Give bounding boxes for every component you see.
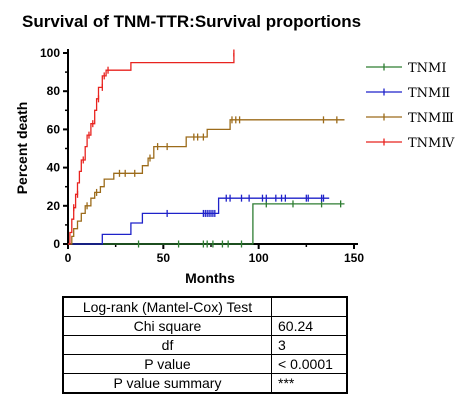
x-tick-label: 100	[249, 251, 269, 265]
stats-label: Chi square	[62, 316, 272, 336]
series-group	[68, 49, 235, 245]
y-axis-label: Percent death	[14, 102, 30, 195]
stats-row: P value < 0.0001	[62, 354, 348, 374]
x-tick-label: 150	[344, 251, 364, 265]
stats-value: ***	[271, 373, 348, 394]
legend-item: TNMⅢ	[366, 111, 454, 126]
series-group	[68, 194, 330, 245]
series-line	[68, 119, 345, 245]
y-tick-label: 80	[47, 84, 61, 98]
stats-label: df	[62, 335, 272, 355]
axes: 0 20 40 60 80 100 0 50 100 150	[40, 46, 364, 265]
legend-label: TNMⅣ	[408, 136, 455, 151]
y-tick-label: 100	[40, 46, 60, 60]
chart-title: Survival of TNM-TTR:Survival proportions	[22, 12, 361, 31]
legend: TNMⅠ TNMⅡ TNMⅢ TNMⅣ	[366, 61, 455, 151]
stats-row: Log-rank (Mantel-Cox) Test	[62, 296, 348, 317]
y-tick-label: 0	[53, 237, 60, 251]
stats-row: Chi square 60.24	[62, 316, 348, 336]
stats-value: 60.24	[271, 316, 348, 336]
x-axis-label: Months	[185, 270, 235, 286]
survival-chart: Survival of TNM-TTR:Survival proportions…	[14, 12, 455, 286]
legend-label: TNMⅠ	[408, 61, 447, 76]
series-line	[68, 197, 330, 245]
stats-value: 3	[271, 335, 348, 355]
series-line	[68, 203, 345, 245]
series-group	[68, 116, 345, 245]
stats-label: P value summary	[62, 373, 272, 394]
x-tick-label: 0	[65, 251, 72, 265]
x-tick-label: 50	[157, 251, 171, 265]
legend-item: TNMⅣ	[366, 136, 455, 151]
legend-label: TNMⅡ	[408, 86, 450, 101]
plot-area	[68, 49, 345, 248]
stats-value: < 0.0001	[271, 354, 348, 374]
log-rank-test-table: Log-rank (Mantel-Cox) Test Chi square 60.2…	[62, 296, 348, 394]
y-tick-label: 40	[47, 161, 61, 175]
legend-item: TNMⅡ	[366, 86, 450, 101]
y-tick-label: 20	[47, 199, 61, 213]
stats-row: df 3	[62, 335, 348, 355]
series-group	[68, 200, 345, 248]
stats-value	[271, 296, 348, 317]
stats-label: Log-rank (Mantel-Cox) Test	[62, 296, 272, 317]
stats-row: P value summary ***	[62, 373, 348, 394]
legend-item: TNMⅠ	[366, 61, 447, 76]
stats-label: P value	[62, 354, 272, 374]
legend-label: TNMⅢ	[408, 111, 454, 126]
y-tick-label: 60	[47, 122, 61, 136]
series-line	[68, 53, 235, 245]
